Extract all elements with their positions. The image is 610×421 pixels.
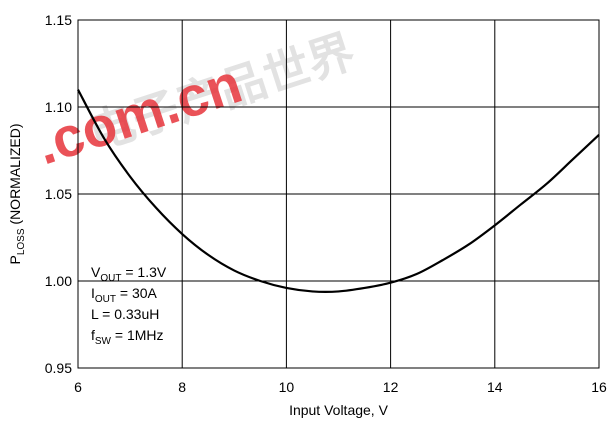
annotation-line: VOUT = 1.3V	[91, 264, 167, 284]
y-axis-title: PLOSS (NORMALIZED)	[7, 123, 27, 264]
annotation-line: fSW = 1MHz	[91, 327, 164, 347]
x-tick-label: 8	[178, 379, 186, 395]
y-tick-label: 1.15	[45, 12, 72, 28]
y-tick-label: 1.05	[45, 186, 72, 202]
annotation-line: IOUT = 30A	[91, 285, 158, 305]
x-tick-label: 14	[487, 379, 503, 395]
x-tick-label: 6	[74, 379, 82, 395]
x-axis-title: Input Voltage, V	[289, 402, 389, 418]
annotation-line: L = 0.33uH	[91, 306, 159, 322]
x-tick-label: 12	[383, 379, 399, 395]
y-tick-label: 1.00	[45, 273, 72, 289]
grid	[78, 20, 599, 368]
series-line	[77, 89, 600, 293]
tick-labels: 6 8 10 12 14 16 0.95 1.00 1.05 1.10 1.15	[45, 12, 607, 395]
x-tick-label: 10	[279, 379, 295, 395]
y-tick-label: 0.95	[45, 360, 72, 376]
y-tick-label: 1.10	[45, 99, 72, 115]
x-tick-label: 16	[591, 379, 607, 395]
